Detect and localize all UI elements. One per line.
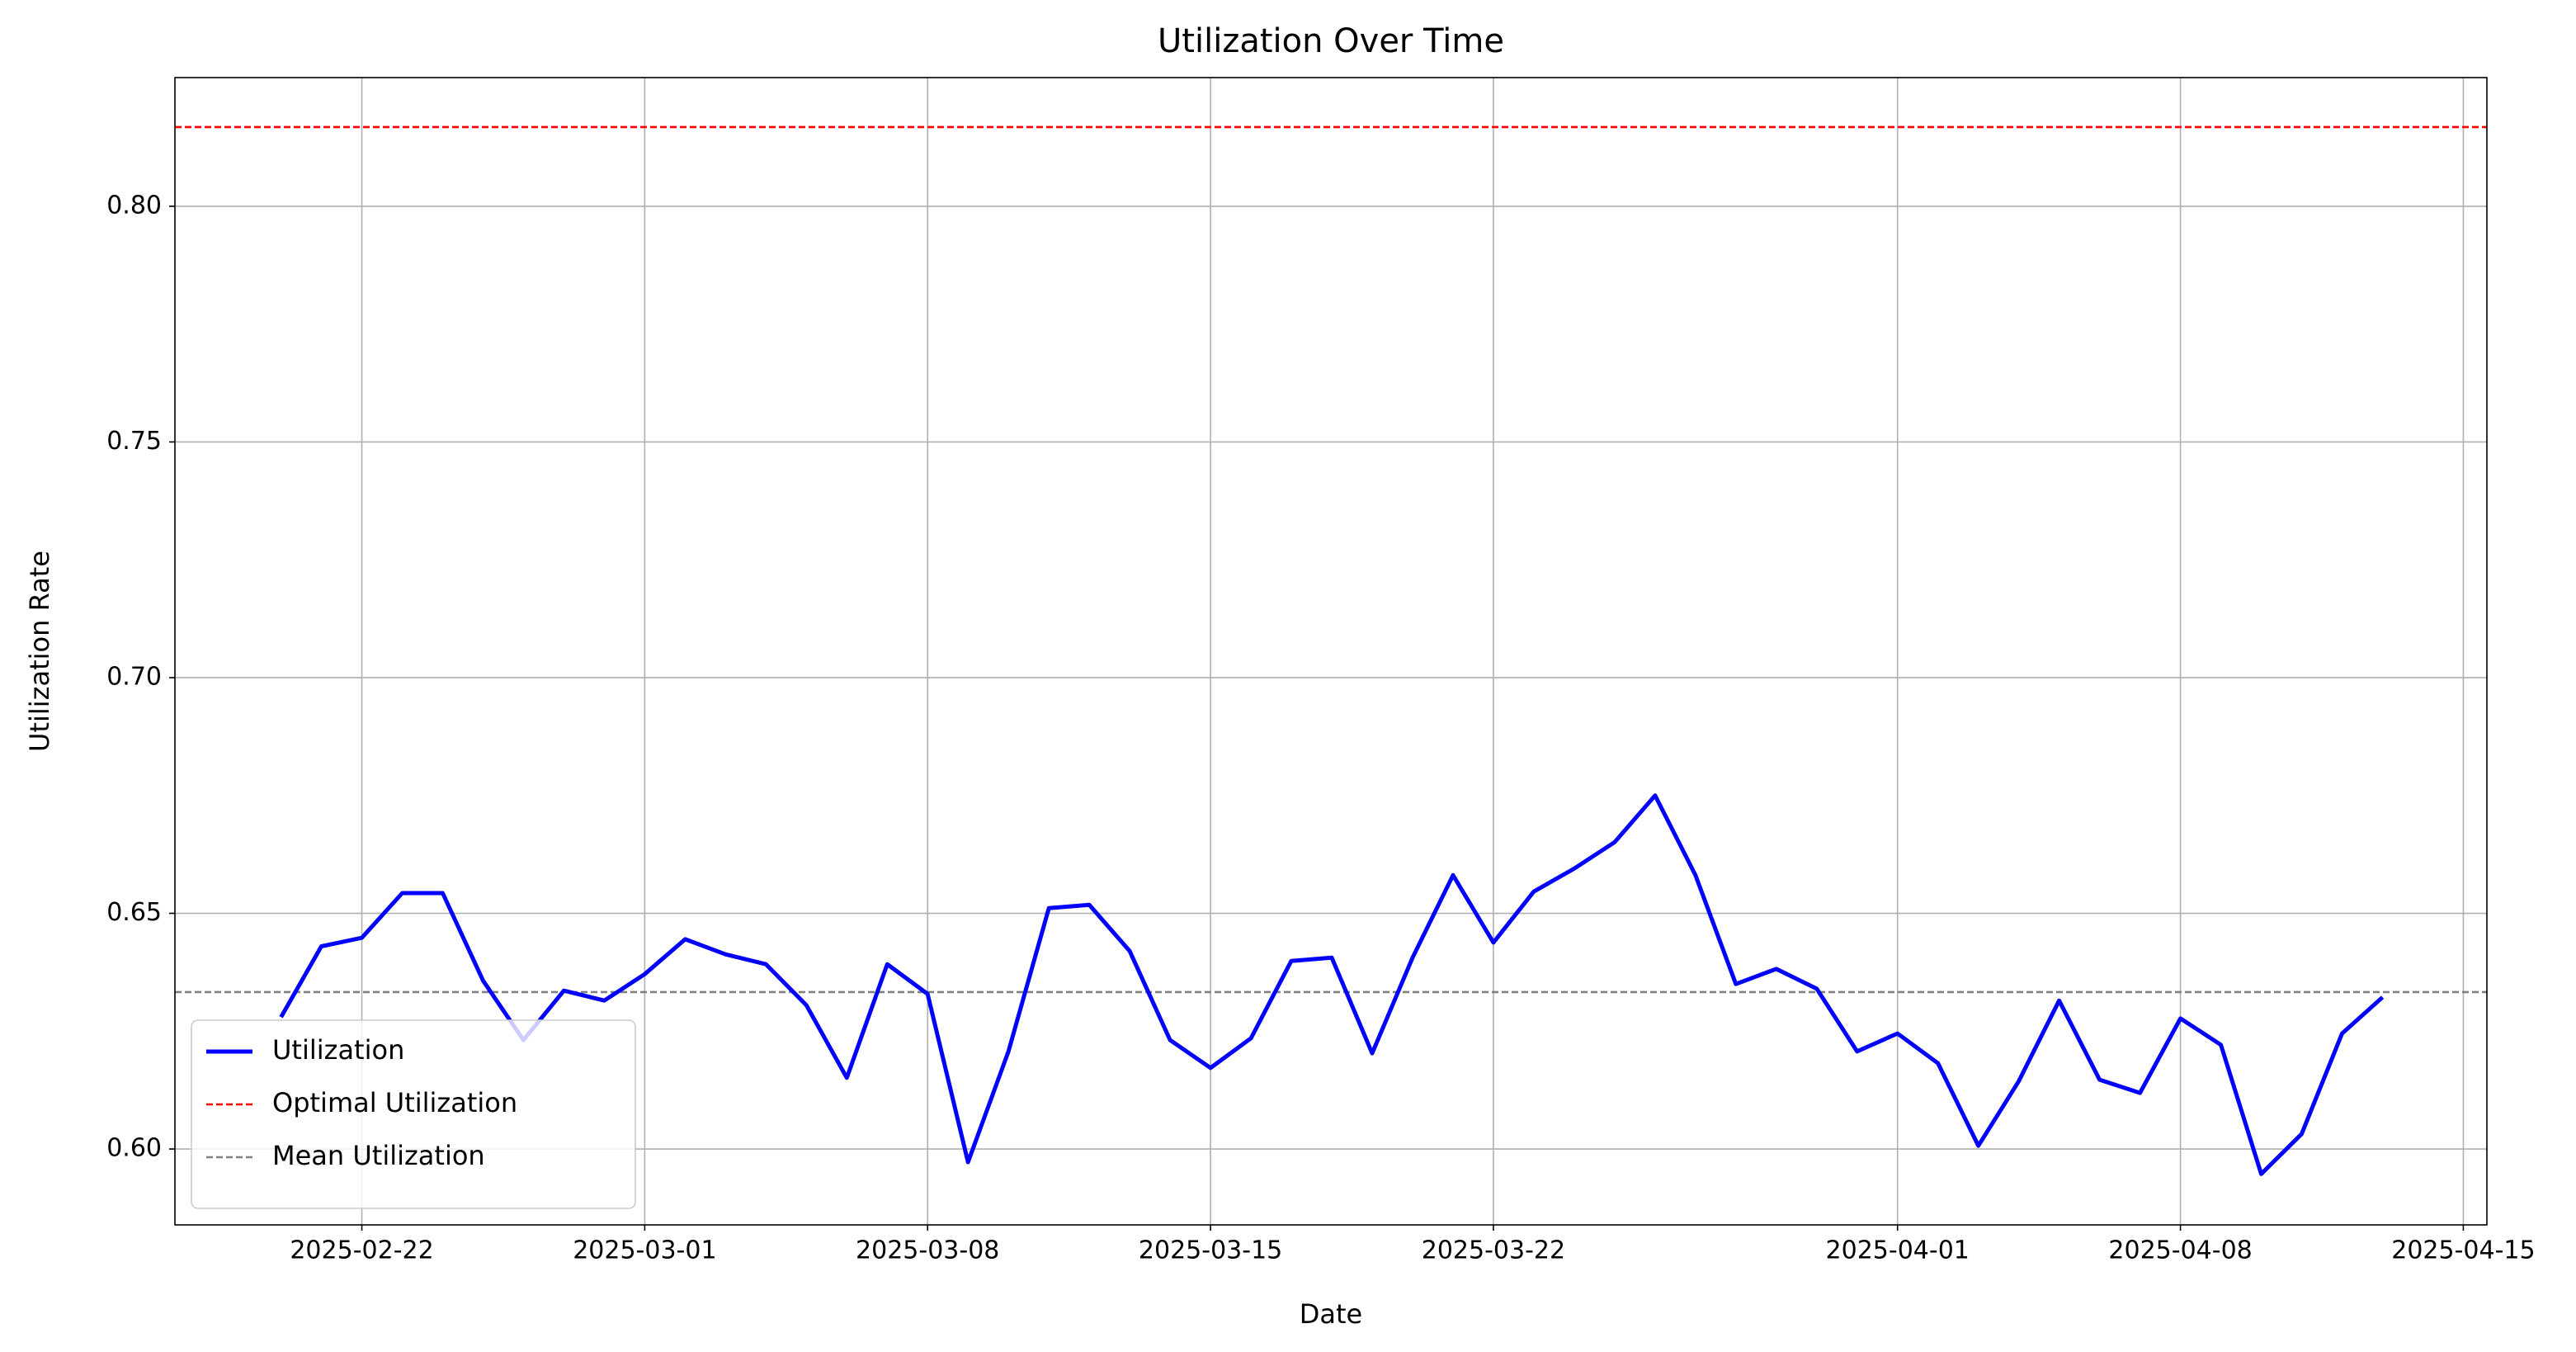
x-tick-label: 2025-04-08 — [2108, 1236, 2252, 1265]
chart-title: Utilization Over Time — [1158, 22, 1504, 60]
x-tick-label: 2025-02-22 — [290, 1236, 433, 1265]
y-tick-label: 0.65 — [106, 898, 162, 927]
x-tick-label: 2025-03-01 — [573, 1236, 716, 1265]
y-tick-label: 0.60 — [106, 1134, 162, 1163]
legend: Utilization Optimal Utilization Mean Utili… — [191, 1019, 636, 1209]
y-tick-label: 0.75 — [106, 427, 162, 456]
y-axis-label: Utilization Rate — [24, 551, 55, 752]
data-line — [279, 793, 2385, 1176]
x-tick-label: 2025-03-22 — [1422, 1236, 1565, 1265]
plot-frame — [174, 77, 2488, 1226]
y-tick-label: 0.80 — [106, 191, 162, 220]
legend-label: Optimal Utilization — [272, 1087, 517, 1118]
x-axis-label: Date — [1300, 1298, 1362, 1330]
x-tick-label: 2025-04-15 — [2391, 1236, 2535, 1265]
x-tick-label: 2025-03-15 — [1139, 1236, 1282, 1265]
legend-label: Mean Utilization — [272, 1140, 485, 1171]
x-tick-label: 2025-04-01 — [1826, 1236, 1970, 1265]
legend-label: Utilization — [272, 1034, 404, 1066]
x-tick-label: 2025-03-08 — [856, 1236, 999, 1265]
legend-box — [191, 1019, 636, 1209]
y-tick-label: 0.70 — [106, 662, 162, 691]
